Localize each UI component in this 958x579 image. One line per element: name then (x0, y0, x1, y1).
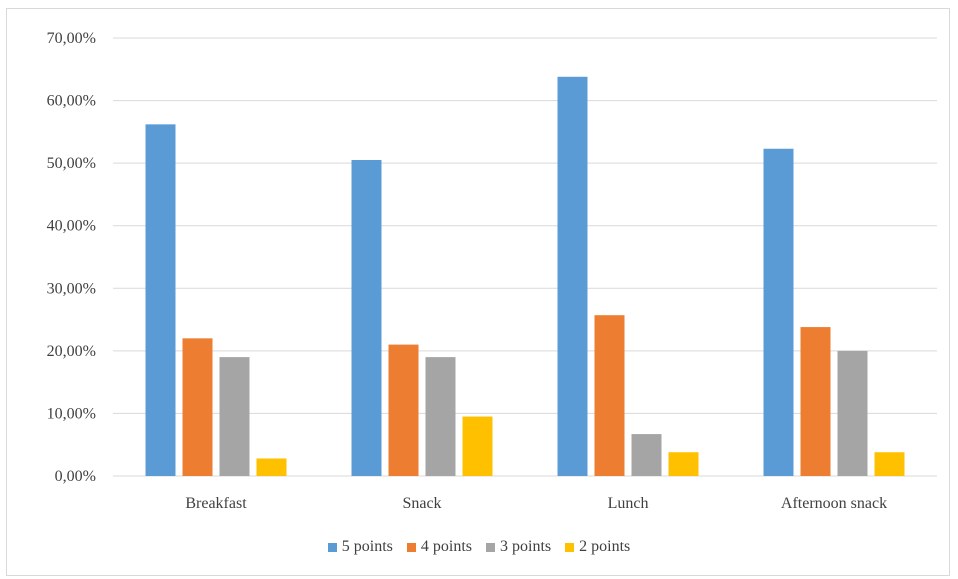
legend-item: 4 points (406, 538, 472, 556)
legend-swatch (327, 542, 337, 552)
legend-item: 3 points (486, 538, 551, 556)
bar-4-points-afternoon-snack (800, 327, 831, 476)
bar-3-points-breakfast (219, 357, 250, 476)
legend-swatch (486, 542, 495, 552)
legend-label: 4 points (420, 538, 472, 555)
gridlines (113, 37, 937, 477)
bars (145, 76, 905, 477)
bar-4-points-breakfast (182, 338, 213, 476)
bar-3-points-lunch (631, 434, 662, 476)
bar-3-points-afternoon-snack (837, 350, 868, 476)
bar-5-points-breakfast (145, 124, 176, 476)
bar-2-points-lunch (668, 452, 699, 476)
y-axis-ticks: 0,00% 10,00% 20,00% 30,00% 40,00% 50,00% 60,00… (47, 30, 96, 485)
legend-item: 2 points (565, 538, 630, 556)
bar-5-points-snack (351, 160, 382, 476)
legend-swatch (406, 542, 416, 552)
y-tick-label: 10,00% (47, 405, 96, 422)
y-tick-label: 20,00% (47, 343, 96, 360)
bar-2-points-breakfast (256, 458, 287, 476)
y-tick-label: 70,00% (47, 30, 96, 47)
bar-2-points-afternoon-snack (874, 452, 905, 476)
legend-label: 5 points (341, 538, 393, 555)
x-category-label: Afternoon snack (781, 495, 887, 512)
x-category-label: Lunch (608, 495, 649, 512)
legend-item: 5 points (327, 538, 393, 556)
bar-5-points-afternoon-snack (763, 148, 794, 476)
legend-swatch (565, 542, 575, 552)
x-category-label: Snack (402, 495, 441, 512)
bar-2-points-snack (462, 416, 493, 476)
bar-3-points-snack (425, 357, 456, 476)
legend-label: 2 points (579, 538, 631, 555)
y-tick-label: 30,00% (47, 280, 96, 297)
legend-label: 3 points (500, 538, 552, 555)
bar-4-points-lunch (594, 315, 625, 476)
y-tick-label: 0,00% (55, 468, 96, 485)
bar-4-points-snack (388, 344, 419, 476)
x-axis-categories: Breakfast Snack Lunch Afternoon snack (185, 495, 887, 512)
legend: 5 points 4 points 3 points 2 points (0, 538, 958, 556)
bar-5-points-lunch (557, 76, 588, 477)
y-tick-label: 50,00% (47, 155, 96, 172)
y-tick-label: 40,00% (47, 218, 96, 235)
y-tick-label: 60,00% (47, 93, 96, 110)
x-category-label: Breakfast (185, 495, 247, 512)
